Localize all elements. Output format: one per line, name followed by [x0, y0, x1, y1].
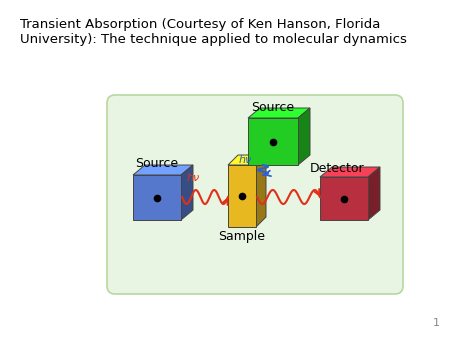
FancyBboxPatch shape [107, 95, 403, 294]
Text: 1: 1 [433, 318, 440, 328]
Polygon shape [298, 108, 310, 165]
Polygon shape [228, 155, 266, 165]
Text: Detector: Detector [310, 162, 364, 174]
Text: Source: Source [135, 157, 179, 170]
Bar [320, 177, 368, 220]
Text: Sample: Sample [219, 230, 266, 243]
Polygon shape [368, 167, 380, 220]
Polygon shape [256, 155, 266, 227]
Bar [133, 175, 181, 220]
Text: hν: hν [239, 155, 252, 165]
Polygon shape [181, 165, 193, 220]
Text: Transient Absorption (Courtesy of Ken Hanson, Florida
University): The technique: Transient Absorption (Courtesy of Ken Ha… [20, 18, 407, 46]
Polygon shape [133, 165, 193, 175]
Text: hν: hν [186, 173, 200, 183]
Polygon shape [320, 167, 380, 177]
Text: Source: Source [252, 101, 295, 114]
Bar [228, 165, 256, 227]
Polygon shape [248, 108, 310, 118]
Bar [248, 118, 298, 165]
